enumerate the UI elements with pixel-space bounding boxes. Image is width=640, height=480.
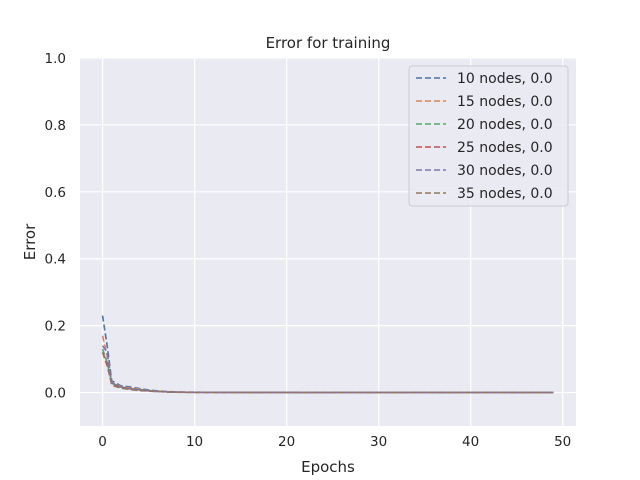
y-tick-label: 0.0	[45, 386, 66, 402]
tick-labels: 0 10 20 30 40 50 0.0 0.2 0.4 0.6 0.8 1.0	[45, 51, 572, 450]
y-tick-label: 0.6	[45, 185, 66, 201]
y-tick-label: 0.2	[45, 319, 66, 335]
legend: 10 nodes, 0.0 15 nodes, 0.0 20 nodes, 0.0 2…	[408, 65, 569, 207]
series-line	[101, 352, 554, 394]
legend-label: 10 nodes, 0.0	[457, 71, 553, 87]
legend-label: 20 nodes, 0.0	[457, 117, 553, 133]
chart-title: Error for training	[266, 34, 391, 52]
x-tick-label: 30	[370, 434, 387, 450]
y-tick-label: 0.8	[45, 118, 66, 134]
x-tick-label: 50	[554, 434, 571, 450]
x-tick-label: 20	[278, 434, 295, 450]
legend-label: 35 nodes, 0.0	[457, 186, 553, 202]
legend-label: 25 nodes, 0.0	[457, 140, 553, 156]
x-tick-label: 10	[186, 434, 203, 450]
series-lines	[101, 315, 554, 394]
legend-label: 30 nodes, 0.0	[457, 163, 553, 179]
y-axis-label: Error	[21, 223, 39, 260]
legend-box	[408, 65, 569, 207]
x-tick-label: 0	[98, 434, 107, 450]
x-axis-label: Epochs	[301, 458, 355, 476]
y-tick-label: 0.4	[45, 252, 66, 268]
x-tick-label: 40	[462, 434, 479, 450]
legend-label: 15 nodes, 0.0	[457, 94, 553, 110]
y-tick-label: 1.0	[45, 51, 66, 67]
